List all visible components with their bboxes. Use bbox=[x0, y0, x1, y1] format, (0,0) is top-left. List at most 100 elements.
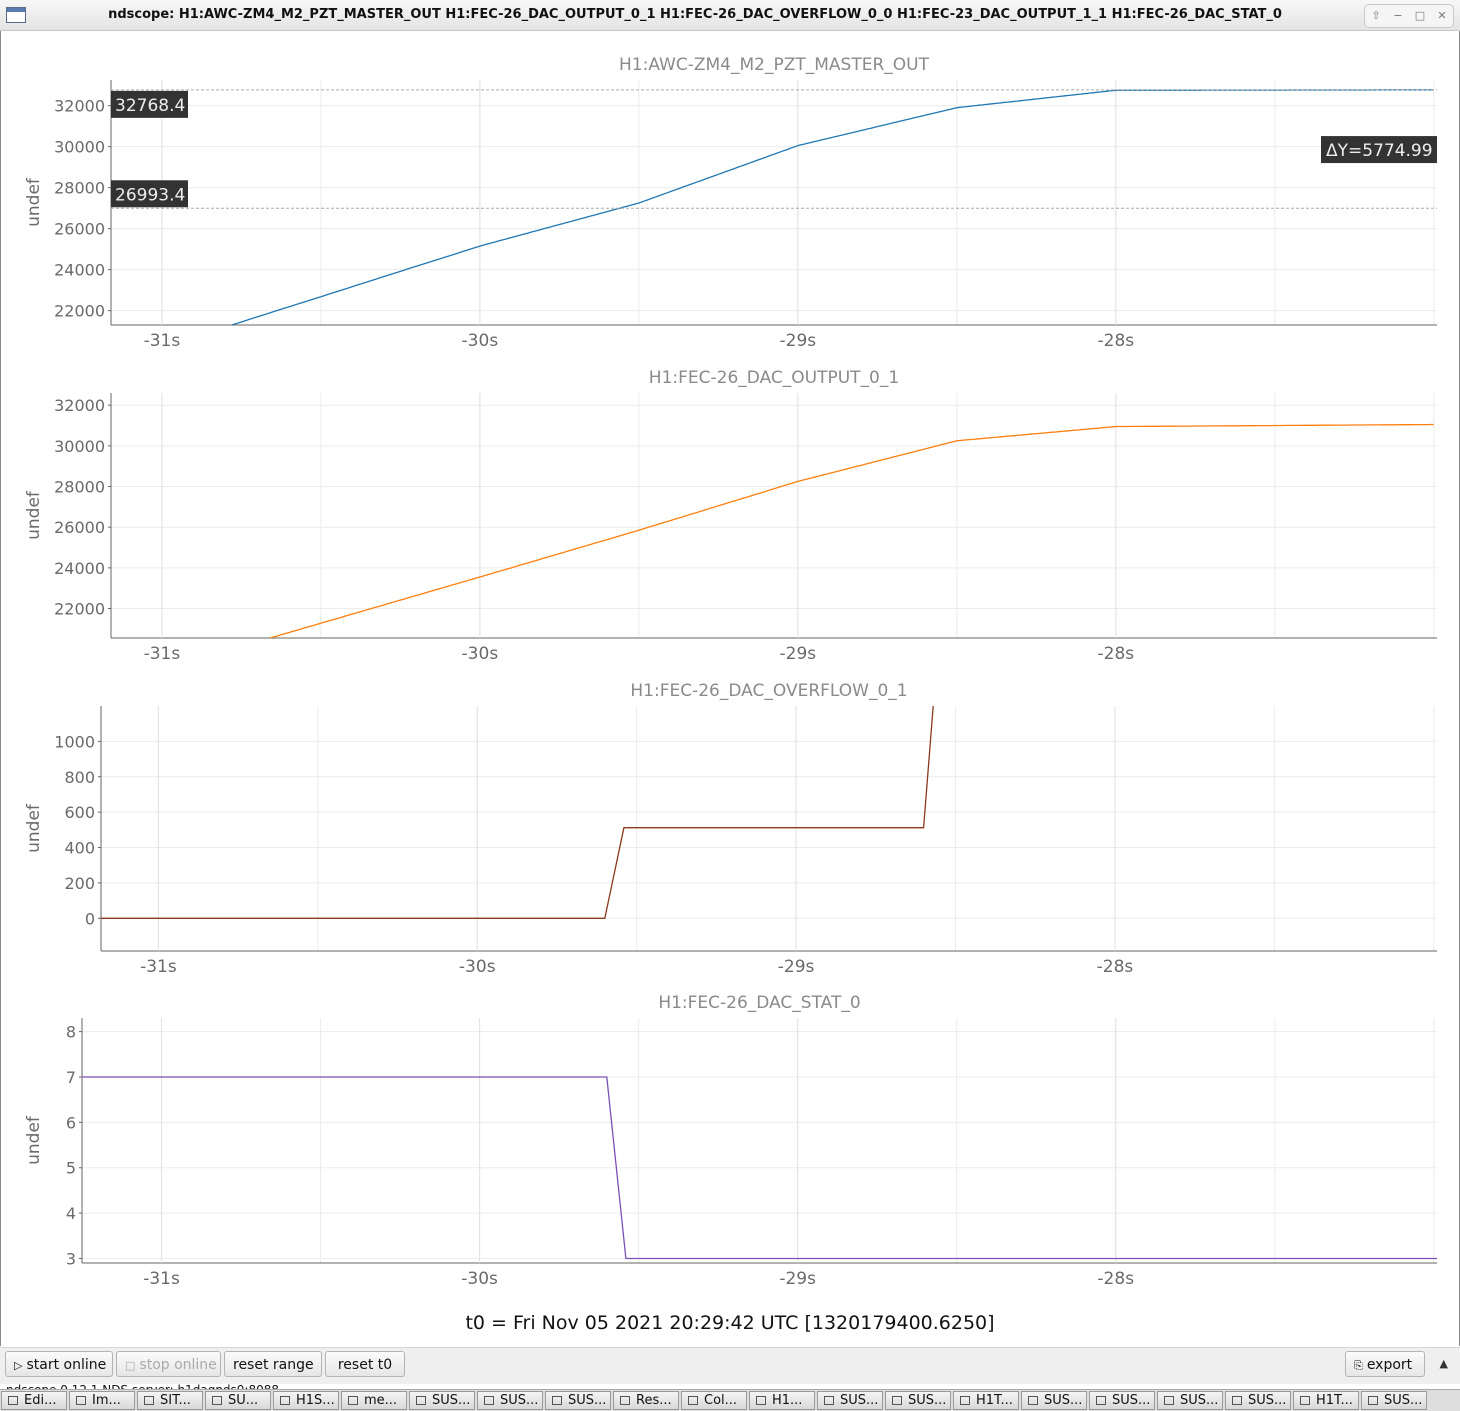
taskbar-item[interactable]: SU... bbox=[205, 1391, 271, 1410]
taskbar-item[interactable]: H1T... bbox=[1293, 1391, 1359, 1410]
taskbar-item-label: H1... bbox=[772, 1393, 803, 1408]
export-icon: ⎘ bbox=[1354, 1359, 1363, 1372]
series-line bbox=[101, 706, 934, 919]
taskbar-item[interactable]: SUS... bbox=[1361, 1391, 1427, 1410]
taskbar-item[interactable]: SUS... bbox=[477, 1391, 543, 1410]
window-icon bbox=[1096, 1396, 1106, 1405]
export-button[interactable]: ⎘ export bbox=[1345, 1351, 1425, 1377]
y-tick-label: 26000 bbox=[54, 220, 105, 239]
taskbar-item[interactable]: SUS... bbox=[1089, 1391, 1155, 1410]
y-tick-label: 22000 bbox=[54, 600, 105, 619]
taskbar-item-label: Edi... bbox=[24, 1393, 57, 1408]
cursor-label-bg bbox=[111, 180, 188, 208]
taskbar-item[interactable]: SUS... bbox=[409, 1391, 475, 1410]
taskbar-item[interactable]: Edi... bbox=[1, 1391, 67, 1410]
y-tick-label: 4 bbox=[66, 1204, 76, 1223]
stop-online-button[interactable]: □ stop online bbox=[116, 1351, 221, 1377]
taskbar-item[interactable]: H1... bbox=[749, 1391, 815, 1410]
y-tick-label: 30000 bbox=[54, 138, 105, 157]
taskbar-item[interactable]: SUS... bbox=[1021, 1391, 1087, 1410]
cursor-value-label: 32768.4 bbox=[115, 96, 185, 116]
window-icon bbox=[8, 1396, 18, 1405]
plot-dac-stat[interactable]: H1:FEC-26_DAC_STAT_0 undef 8 7 6 5 4 3 -31s -30s -… bbox=[0, 986, 1460, 1286]
y-tick-label: 30000 bbox=[54, 437, 105, 456]
plot-dac-output[interactable]: H1:FEC-26_DAC_OUTPUT_0_1 undef 32000 30000 2… bbox=[0, 361, 1460, 661]
taskbar-item[interactable]: SIT... bbox=[137, 1391, 203, 1410]
collapse-arrow-icon[interactable]: ▲ bbox=[1439, 1357, 1448, 1370]
taskbar-item-label: SUS... bbox=[840, 1393, 879, 1408]
window-icon bbox=[280, 1396, 290, 1405]
taskbar-item[interactable]: H1S... bbox=[273, 1391, 339, 1410]
taskbar-item-label: SUS... bbox=[432, 1393, 471, 1408]
stop-icon: □ bbox=[125, 1359, 136, 1372]
taskbar-item-label: SUS... bbox=[1384, 1393, 1423, 1408]
x-tick-label: -28s bbox=[1098, 644, 1135, 661]
taskbar-item[interactable]: SUS... bbox=[885, 1391, 951, 1410]
y-tick-label: 24000 bbox=[54, 261, 105, 280]
x-tick-label: -28s bbox=[1097, 1269, 1134, 1286]
taskbar-item-label: Res... bbox=[636, 1393, 672, 1408]
window-icon bbox=[1368, 1396, 1378, 1405]
taskbar-item[interactable]: SUS... bbox=[545, 1391, 611, 1410]
reset-range-button[interactable]: reset range bbox=[224, 1351, 322, 1377]
window-icon bbox=[1164, 1396, 1174, 1405]
start-online-button[interactable]: ▷ start online bbox=[5, 1351, 113, 1377]
x-tick-label: -29s bbox=[779, 1269, 816, 1286]
y-tick-label: 22000 bbox=[54, 302, 105, 321]
x-tick-label: -31s bbox=[144, 331, 181, 348]
reset-t0-button[interactable]: reset t0 bbox=[325, 1351, 405, 1377]
window-icon bbox=[484, 1396, 494, 1405]
plot-awc-master-out[interactable]: H1:AWC-ZM4_M2_PZT_MASTER_OUT undef 32000 30… bbox=[0, 48, 1460, 348]
plot-title: H1:AWC-ZM4_M2_PZT_MASTER_OUT bbox=[619, 55, 930, 75]
y-tick-label: 3 bbox=[66, 1249, 76, 1268]
taskbar-item-label: H1S... bbox=[296, 1393, 335, 1408]
x-tick-label: -31s bbox=[143, 1269, 180, 1286]
y-tick-label: 1000 bbox=[54, 732, 95, 751]
taskbar-item[interactable]: H1T... bbox=[953, 1391, 1019, 1410]
taskbar-item-label: H1T... bbox=[1316, 1393, 1353, 1408]
cursor-value-label: 26993.4 bbox=[115, 185, 185, 205]
up-arrow-icon[interactable]: ⇧ bbox=[1371, 9, 1381, 22]
taskbar-item[interactable]: Im... bbox=[69, 1391, 135, 1410]
y-axis-unit: undef bbox=[24, 803, 44, 853]
window-icon bbox=[620, 1396, 630, 1405]
taskbar-item-label: SUS... bbox=[908, 1393, 947, 1408]
x-tick-label: -31s bbox=[144, 644, 181, 661]
taskbar-item-label: SUS... bbox=[1248, 1393, 1287, 1408]
window-icon[interactable] bbox=[6, 7, 26, 23]
taskbar-item-label: SUS... bbox=[500, 1393, 539, 1408]
window-icon bbox=[756, 1396, 766, 1405]
taskbar-item[interactable]: SUS... bbox=[817, 1391, 883, 1410]
plot-title: H1:FEC-26_DAC_OVERFLOW_0_1 bbox=[630, 681, 907, 701]
taskbar-item[interactable]: me... bbox=[341, 1391, 407, 1410]
taskbar-item[interactable]: SUS... bbox=[1157, 1391, 1223, 1410]
y-tick-label: 7 bbox=[66, 1068, 76, 1087]
series-line bbox=[269, 423, 1434, 638]
toolbar: ▷ start online □ stop online reset range r… bbox=[0, 1347, 1460, 1384]
window-icon bbox=[144, 1396, 154, 1405]
x-tick-label: -29s bbox=[778, 957, 815, 974]
taskbar-item[interactable]: SUS... bbox=[1225, 1391, 1291, 1410]
y-tick-label: 400 bbox=[64, 839, 95, 858]
taskbar-item[interactable]: Res... bbox=[613, 1391, 679, 1410]
maximize-icon[interactable]: □ bbox=[1414, 9, 1426, 22]
series-line bbox=[82, 1076, 1437, 1260]
cursor-label-bg bbox=[111, 90, 188, 118]
taskbar-item[interactable]: Col... bbox=[681, 1391, 747, 1410]
plot-dac-overflow[interactable]: H1:FEC-26_DAC_OVERFLOW_0_1 undef 1000 800 60… bbox=[0, 674, 1460, 974]
x-tick-label: -31s bbox=[140, 957, 177, 974]
window-icon bbox=[212, 1396, 222, 1405]
y-axis-unit: undef bbox=[24, 490, 44, 540]
minimize-icon[interactable]: − bbox=[1393, 9, 1403, 22]
x-tick-label: -30s bbox=[461, 1269, 498, 1286]
taskbar-item-label: SUS... bbox=[1180, 1393, 1219, 1408]
window-icon bbox=[688, 1396, 698, 1405]
window-icon bbox=[348, 1396, 358, 1405]
y-tick-label: 800 bbox=[64, 768, 95, 787]
close-icon[interactable]: ✕ bbox=[1437, 9, 1447, 22]
window-title: ndscope: H1:AWC-ZM4_M2_PZT_MASTER_OUT H1… bbox=[108, 7, 1282, 22]
